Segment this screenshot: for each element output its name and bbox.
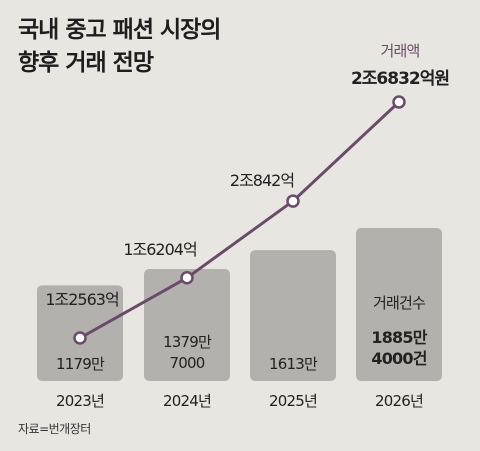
bar-labels-layer: 1179만 1379만 7000 1613만 1885만 4000건 거래건수 <box>56 294 428 373</box>
x-tick-label: 2023년 <box>56 392 104 410</box>
line-value-label: 2조842억 <box>230 171 294 190</box>
chart-title: 국내 중고 패션 시장의 향후 거래 전망 <box>18 14 221 80</box>
title-line-2: 향후 거래 전망 <box>18 50 154 76</box>
line-point <box>286 194 300 208</box>
x-axis-labels: 2023년 2024년 2025년 2026년 <box>56 392 424 410</box>
x-tick-label: 2024년 <box>163 392 211 410</box>
bar-value-label: 1179만 <box>56 355 105 373</box>
line-value-label: 2조6832억원 <box>351 69 449 89</box>
line-point <box>180 271 194 285</box>
line-point <box>392 95 406 109</box>
title-line-1: 국내 중고 패션 시장의 <box>18 17 221 43</box>
bar-2024년 <box>144 269 230 381</box>
x-tick-label: 2025년 <box>269 392 317 410</box>
bar-value-label: 1613만 <box>269 355 318 373</box>
bar-value-label: 7000 <box>170 354 205 372</box>
x-tick-label: 2026년 <box>375 392 423 410</box>
line-layer: 1조2563억 1조6204억 2조842억 2조6832억원 거래액 <box>45 42 450 345</box>
bar-2026년 <box>356 228 442 381</box>
line-series-name: 거래액 <box>380 42 419 60</box>
bar-value-label: 1885만 <box>371 328 427 347</box>
bar-value-label: 1379만 <box>163 333 212 351</box>
line-series <box>79 100 401 340</box>
bar-2025년 <box>250 250 336 381</box>
bar-value-label: 4000건 <box>371 349 426 368</box>
line-point <box>73 331 87 345</box>
line-value-label: 1조6204억 <box>123 240 196 259</box>
bar-series-name: 거래건수 <box>373 294 425 312</box>
source-note: 자료=번개장터 <box>18 422 91 436</box>
line-value-label: 1조2563억 <box>45 290 118 309</box>
